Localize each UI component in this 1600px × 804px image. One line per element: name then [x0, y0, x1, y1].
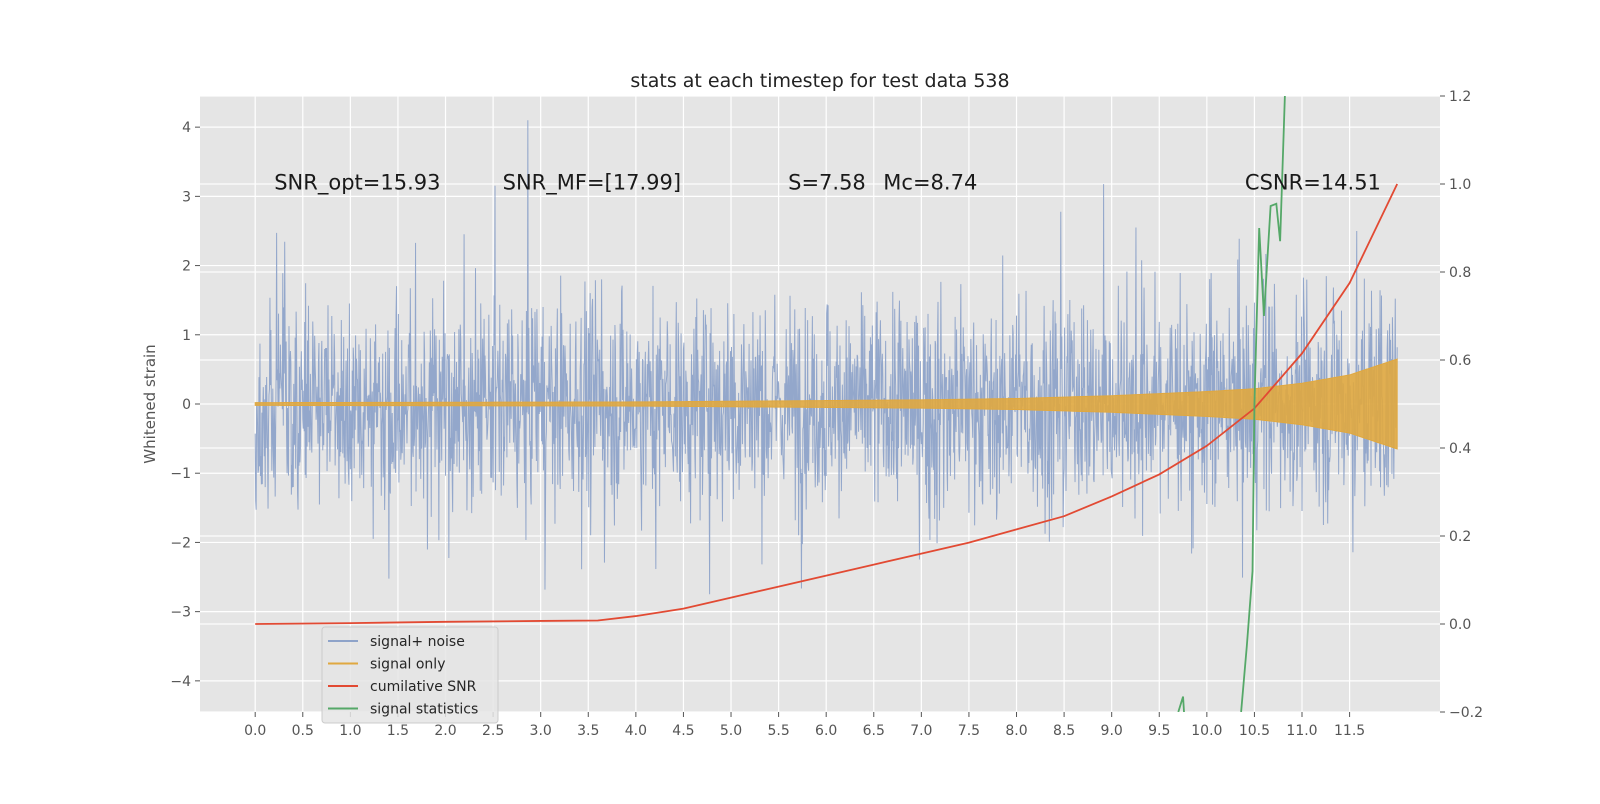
series-cumulative-snr — [255, 183, 1398, 625]
x-tick-label: 6.5 — [863, 723, 885, 739]
legend-entry-label: signal+ noise — [370, 634, 465, 650]
x-tick-label: 9.0 — [1101, 723, 1123, 739]
x-tick-label: 7.0 — [910, 723, 932, 739]
annotation-text: Mc=8.74 — [883, 171, 977, 195]
x-tick-label: 9.5 — [1148, 723, 1170, 739]
x-tick-label: 11.0 — [1286, 723, 1317, 739]
x-tick-label: 1.5 — [387, 723, 409, 739]
x-tick-label: 7.5 — [958, 723, 980, 739]
legend-entry-label: signal only — [370, 657, 445, 673]
y-tick-label: 1 — [182, 328, 191, 344]
series-signal-noise — [254, 120, 1398, 595]
x-tick-label: 2.5 — [482, 723, 504, 739]
legend-entry-label: cumilative SNR — [370, 679, 477, 695]
x-tick-label: 3.5 — [577, 723, 599, 739]
x-tick-label: 10.0 — [1191, 723, 1222, 739]
x-tick-label: 2.0 — [434, 723, 456, 739]
annotation-text: SNR_opt=15.93 — [274, 171, 440, 196]
x-tick-label: 5.5 — [767, 723, 789, 739]
chart-title: stats at each timestep for test data 538 — [630, 70, 1009, 92]
annotation-text: S=7.58 — [788, 171, 866, 195]
axes: 0.0 0.5 1.0 1.5 2.0 2.5 3.0 3.5 4.0 4.5 5.0 5.5 6.0 6… — [170, 89, 1483, 739]
y2-tick-label: 0.6 — [1449, 353, 1471, 369]
y-tick-label: 4 — [182, 120, 191, 136]
legend-entry-label: signal statistics — [370, 702, 478, 718]
legend: signal+ noise signal only cumilative SNR si… — [321, 626, 499, 724]
y2-tick-label: 1.2 — [1449, 89, 1471, 105]
x-tick-label: 4.0 — [625, 723, 647, 739]
y-tick-label: 0 — [182, 397, 191, 413]
x-tick-label: 11.5 — [1334, 723, 1365, 739]
x-tick-label: 0.5 — [292, 723, 314, 739]
y2-tick-label: −0.2 — [1449, 705, 1483, 721]
x-tick-label: 0.0 — [244, 723, 266, 739]
legend-box — [321, 626, 499, 724]
plot-layer — [254, 96, 1398, 712]
annotation-text: SNR_MF=[17.99] — [503, 171, 681, 196]
x-tick-label: 4.5 — [672, 723, 694, 739]
x-tick-label: 10.5 — [1239, 723, 1270, 739]
x-tick-label: 5.0 — [720, 723, 742, 739]
series-signal-only — [254, 358, 1398, 450]
x-tick-label: 8.0 — [1005, 723, 1027, 739]
series-signal-statistics — [1240, 96, 1286, 712]
y-tick-label: −2 — [170, 535, 191, 551]
y2-tick-label: 1.0 — [1449, 177, 1471, 193]
y-tick-label: 3 — [182, 189, 191, 205]
x-tick-label: 8.5 — [1053, 723, 1075, 739]
series-signal-statistics-segment — [1177, 696, 1185, 712]
y-axis-label: Whitened strain — [141, 344, 159, 463]
x-tick-label: 3.0 — [530, 723, 552, 739]
y2-tick-label: 0.2 — [1449, 529, 1471, 545]
x-tick-label: 1.0 — [339, 723, 361, 739]
y-tick-label: −4 — [170, 674, 191, 690]
y-tick-label: −1 — [170, 466, 191, 482]
annotations: SNR_opt=15.93 SNR_MF=[17.99] S=7.58 Mc=8.74… — [274, 171, 1381, 196]
y-tick-label: −3 — [170, 605, 191, 621]
y2-tick-label: 0.0 — [1449, 617, 1471, 633]
y2-tick-label: 0.4 — [1449, 441, 1471, 457]
y-tick-label: 2 — [182, 259, 191, 275]
annotation-text: CSNR=14.51 — [1245, 171, 1381, 195]
x-tick-label: 6.0 — [815, 723, 837, 739]
y2-tick-label: 0.8 — [1449, 265, 1471, 281]
